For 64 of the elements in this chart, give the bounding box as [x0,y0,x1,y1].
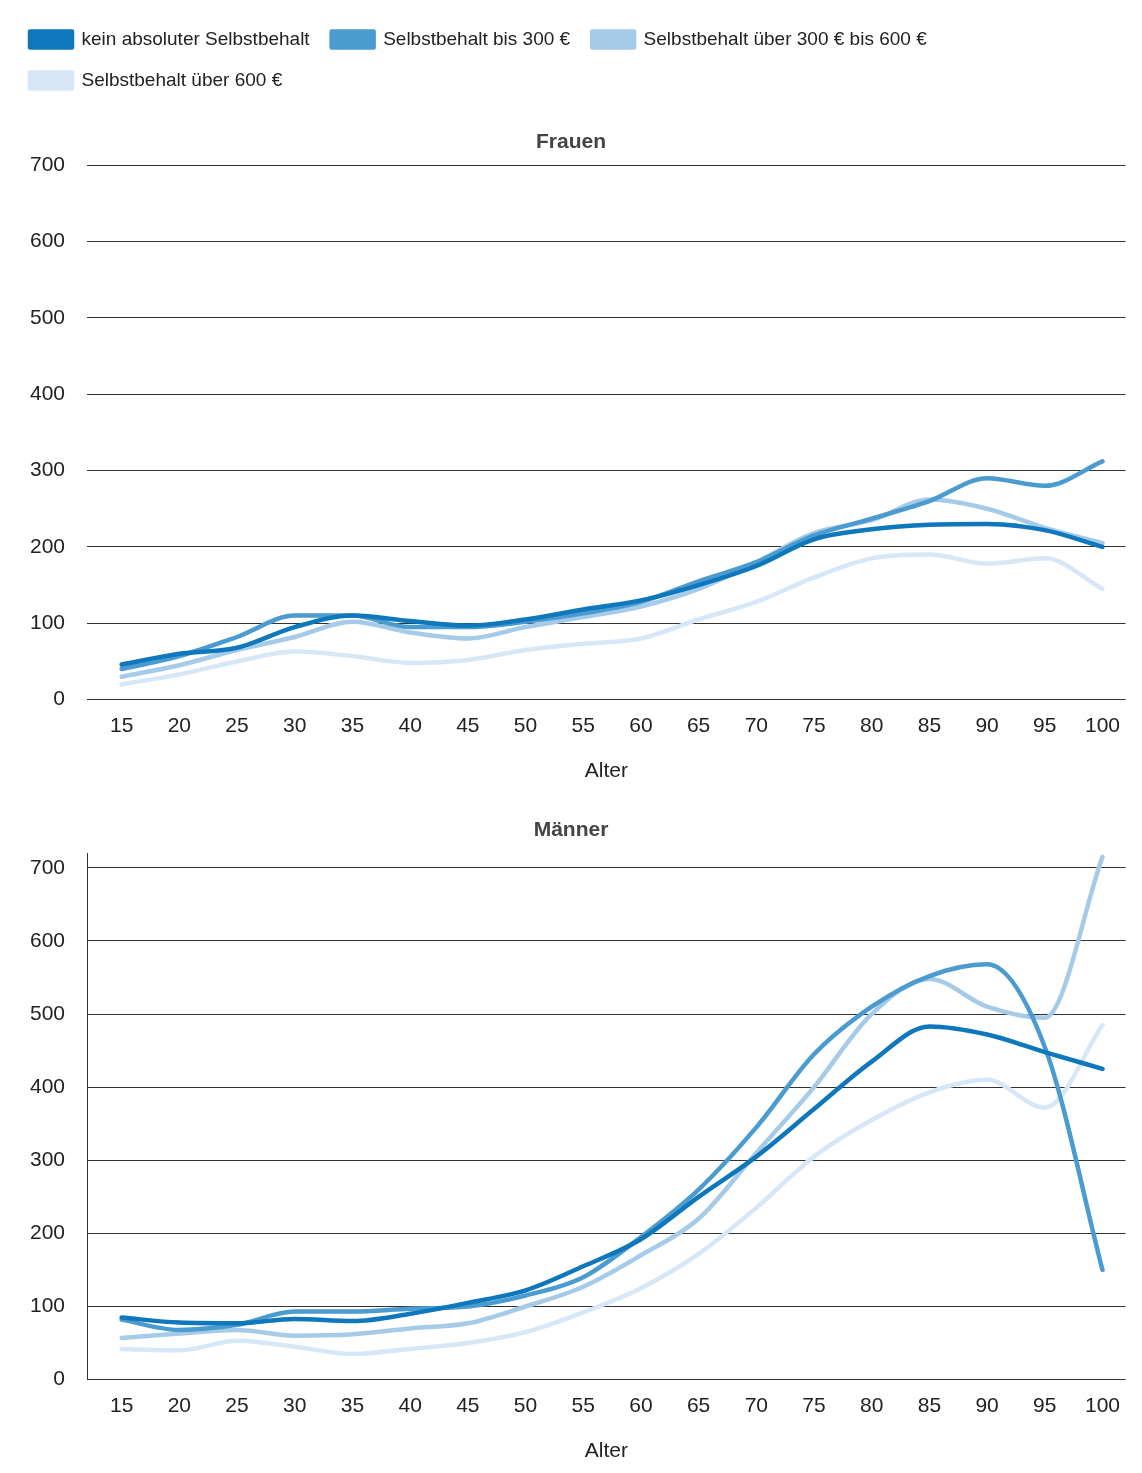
x-tick-label: 80 [860,1393,884,1416]
y-tick-label: 400 [29,381,66,405]
x-tick-label: 80 [860,713,884,736]
x-tick-label: 100 [1084,1393,1120,1416]
x-tick-label: 20 [167,1393,192,1416]
y-tick-label: 300 [29,1147,66,1171]
x-tick-label: 30 [283,713,307,736]
x-tick-label: 45 [456,713,480,736]
line-series [119,854,1105,1341]
x-tick-label: 75 [802,713,826,736]
y-tick-label: 600 [29,927,66,951]
x-tick-label: 35 [340,1393,365,1416]
x-axis-title: Alter [584,1438,628,1462]
x-tick-label: 55 [571,713,595,736]
x-tick-label: 55 [571,1393,595,1416]
chart-title: Männer [533,817,609,841]
x-tick-label: 40 [398,713,422,736]
x-tick-label: 65 [686,713,711,736]
x-tick-label: 35 [340,713,365,736]
x-tick-label: 60 [629,1393,653,1416]
line-series [119,521,1105,667]
x-tick-label: 70 [744,713,768,736]
x-tick-label: 60 [629,713,653,736]
x-tick-label: 95 [1033,713,1057,736]
x-tick-label: 85 [917,1393,942,1416]
y-tick-label: 200 [29,1220,66,1244]
legend-label: kein absoluter Selbstbehalt [81,27,311,49]
x-tick-label: 70 [744,1393,768,1416]
chart-title: Frauen [535,129,607,153]
x-tick-label: 25 [225,713,249,736]
x-tick-label: 45 [456,1393,480,1416]
x-axis-title: Alter [584,758,628,782]
x-tick-label: 100 [1084,713,1120,736]
x-tick-label: 65 [686,1393,711,1416]
x-tick-label: 75 [802,1393,826,1416]
y-tick-label: 600 [29,228,66,252]
x-tick-label: 25 [225,1393,249,1416]
y-tick-label: 100 [29,1293,66,1317]
legend-label: Selbstbehalt über 300 € bis 600 € [643,27,928,49]
y-tick-label: 500 [29,304,66,328]
x-tick-label: 40 [398,1393,422,1416]
legend-label: Selbstbehalt bis 300 € [383,27,571,49]
x-tick-label: 15 [109,713,134,736]
y-tick-label: 0 [53,686,66,710]
y-tick-label: 500 [29,1000,66,1024]
y-tick-label: 0 [53,1366,66,1390]
x-tick-label: 50 [513,1393,538,1416]
x-tick-label: 50 [513,713,538,736]
y-tick-label: 100 [29,610,66,634]
y-tick-label: 200 [29,533,66,557]
legend-label: Selbstbehalt über 600 € [81,68,283,90]
x-tick-label: 90 [975,713,999,736]
x-tick-label: 95 [1033,1393,1057,1416]
x-tick-label: 30 [283,1393,307,1416]
y-tick-label: 700 [29,152,66,175]
y-tick-label: 300 [29,457,66,481]
y-tick-label: 700 [29,854,66,878]
x-tick-label: 20 [167,713,192,736]
line-series [119,962,1105,1333]
y-tick-label: 400 [29,1073,66,1097]
line-series [119,552,1105,687]
x-tick-label: 90 [975,1393,999,1416]
x-tick-label: 85 [917,713,942,736]
x-tick-label: 15 [109,1393,134,1416]
